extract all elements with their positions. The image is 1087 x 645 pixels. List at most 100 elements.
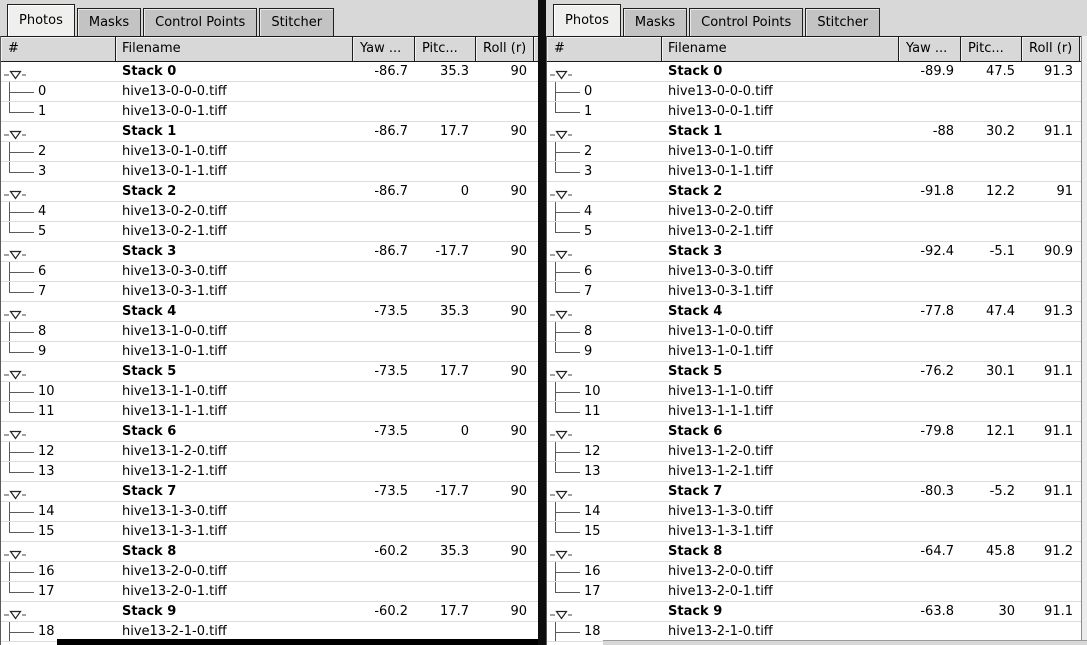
expander-icon[interactable] xyxy=(550,607,572,621)
tab-control-points[interactable]: Control Points xyxy=(143,8,258,36)
table-row[interactable]: 14 hive13-1-3-0.tiff xyxy=(547,502,1087,522)
table-row[interactable]: Stack 9 -60.2 17.7 90 xyxy=(1,602,538,622)
column-header-1[interactable]: Filename xyxy=(116,37,353,61)
table-row[interactable]: 16 hive13-2-0-0.tiff xyxy=(547,562,1087,582)
expander-icon[interactable] xyxy=(4,547,26,561)
table-row[interactable]: 15 hive13-1-3-1.tiff xyxy=(1,522,538,542)
table-row[interactable]: 17 hive13-2-0-1.tiff xyxy=(547,582,1087,602)
table-row[interactable]: 0 hive13-0-0-0.tiff xyxy=(1,82,538,102)
expander-icon[interactable] xyxy=(550,487,572,501)
roll-value xyxy=(1022,202,1080,221)
expander-icon[interactable] xyxy=(4,127,26,141)
table-row[interactable]: 7 hive13-0-3-1.tiff xyxy=(547,282,1087,302)
table-row[interactable]: Stack 5 -73.5 17.7 90 xyxy=(1,362,538,382)
table-row[interactable]: Stack 0 -86.7 35.3 90 xyxy=(1,62,538,82)
column-header-0[interactable]: # xyxy=(547,37,662,61)
expander-icon[interactable] xyxy=(4,607,26,621)
table-row[interactable]: 2 hive13-0-1-0.tiff xyxy=(1,142,538,162)
table-row[interactable]: Stack 2 -91.8 12.2 91 xyxy=(547,182,1087,202)
table-row[interactable]: Stack 1 -88 30.2 91.1 xyxy=(547,122,1087,142)
table-row[interactable]: Stack 4 -73.5 35.3 90 xyxy=(1,302,538,322)
table-row[interactable]: 4 hive13-0-2-0.tiff xyxy=(547,202,1087,222)
tab-photos[interactable]: Photos xyxy=(7,4,75,36)
table-row[interactable]: 11 hive13-1-1-1.tiff xyxy=(547,402,1087,422)
expander-icon[interactable] xyxy=(550,187,572,201)
table-row[interactable]: Stack 4 -77.8 47.4 91.3 xyxy=(547,302,1087,322)
expander-icon[interactable] xyxy=(4,187,26,201)
table-row[interactable]: Stack 6 -73.5 0 90 xyxy=(1,422,538,442)
expander-icon[interactable] xyxy=(4,487,26,501)
table-row[interactable]: 14 hive13-1-3-0.tiff xyxy=(1,502,538,522)
panel-divider[interactable] xyxy=(538,0,546,645)
expander-icon[interactable] xyxy=(4,247,26,261)
tab-control-points[interactable]: Control Points xyxy=(689,8,804,36)
table-row[interactable]: 10 hive13-1-1-0.tiff xyxy=(1,382,538,402)
table-row[interactable]: 4 hive13-0-2-0.tiff xyxy=(1,202,538,222)
table-row[interactable]: 1 hive13-0-0-1.tiff xyxy=(547,102,1087,122)
table-row[interactable]: Stack 7 -73.5 -17.7 90 xyxy=(1,482,538,502)
expander-icon[interactable] xyxy=(4,427,26,441)
table-row[interactable]: 18 hive13-2-1-0.tiff xyxy=(547,622,1087,642)
table-row[interactable]: 17 hive13-2-0-1.tiff xyxy=(1,582,538,602)
table-row[interactable]: 16 hive13-2-0-0.tiff xyxy=(1,562,538,582)
table-row[interactable]: Stack 6 -79.8 12.1 91.1 xyxy=(547,422,1087,442)
table-row[interactable]: 8 hive13-1-0-0.tiff xyxy=(547,322,1087,342)
tab-stitcher[interactable]: Stitcher xyxy=(259,8,335,36)
column-header-2[interactable]: Yaw ... xyxy=(899,37,961,61)
tab-masks[interactable]: Masks xyxy=(76,8,142,36)
table-row[interactable]: 8 hive13-1-0-0.tiff xyxy=(1,322,538,342)
pitch-value xyxy=(961,262,1022,281)
expander-icon[interactable] xyxy=(4,67,26,81)
vertical-scrollbar[interactable] xyxy=(1081,36,1087,645)
table-row[interactable]: 3 hive13-0-1-1.tiff xyxy=(1,162,538,182)
table-row[interactable]: 5 hive13-0-2-1.tiff xyxy=(1,222,538,242)
table-row[interactable]: 9 hive13-1-0-1.tiff xyxy=(547,342,1087,362)
table-row[interactable]: 6 hive13-0-3-0.tiff xyxy=(1,262,538,282)
table-row[interactable]: 13 hive13-1-2-1.tiff xyxy=(1,462,538,482)
table-row[interactable]: 2 hive13-0-1-0.tiff xyxy=(547,142,1087,162)
expander-icon[interactable] xyxy=(550,127,572,141)
tab-masks[interactable]: Masks xyxy=(622,8,688,36)
table-row[interactable]: 7 hive13-0-3-1.tiff xyxy=(1,282,538,302)
table-row[interactable]: Stack 3 -86.7 -17.7 90 xyxy=(1,242,538,262)
table-row[interactable]: Stack 3 -92.4 -5.1 90.9 xyxy=(547,242,1087,262)
table-row[interactable]: 6 hive13-0-3-0.tiff xyxy=(547,262,1087,282)
table-row[interactable]: 12 hive13-1-2-0.tiff xyxy=(547,442,1087,462)
table-row[interactable]: Stack 2 -86.7 0 90 xyxy=(1,182,538,202)
column-header-1[interactable]: Filename xyxy=(662,37,899,61)
expander-icon[interactable] xyxy=(4,307,26,321)
expander-icon[interactable] xyxy=(550,427,572,441)
expander-icon[interactable] xyxy=(4,367,26,381)
expander-icon[interactable] xyxy=(550,307,572,321)
column-header-3[interactable]: Pitc... xyxy=(415,37,476,61)
table-row[interactable]: 11 hive13-1-1-1.tiff xyxy=(1,402,538,422)
table-row[interactable]: 3 hive13-0-1-1.tiff xyxy=(547,162,1087,182)
table-row[interactable]: 10 hive13-1-1-0.tiff xyxy=(547,382,1087,402)
expander-icon[interactable] xyxy=(550,247,572,261)
column-header-4[interactable]: Roll (r) xyxy=(1022,37,1080,61)
table-row[interactable]: Stack 9 -63.8 30 91.1 xyxy=(547,602,1087,622)
table-row[interactable]: Stack 8 -64.7 45.8 91.2 xyxy=(547,542,1087,562)
table-row[interactable]: 1 hive13-0-0-1.tiff xyxy=(1,102,538,122)
table-row[interactable]: Stack 1 -86.7 17.7 90 xyxy=(1,122,538,142)
tab-stitcher[interactable]: Stitcher xyxy=(805,8,881,36)
pitch-value xyxy=(415,262,476,281)
table-row[interactable]: 5 hive13-0-2-1.tiff xyxy=(547,222,1087,242)
table-row[interactable]: 13 hive13-1-2-1.tiff xyxy=(547,462,1087,482)
table-row[interactable]: Stack 0 -89.9 47.5 91.3 xyxy=(547,62,1087,82)
table-row[interactable]: 9 hive13-1-0-1.tiff xyxy=(1,342,538,362)
expander-icon[interactable] xyxy=(550,367,572,381)
tab-photos[interactable]: Photos xyxy=(553,4,621,36)
table-row[interactable]: Stack 7 -80.3 -5.2 91.1 xyxy=(547,482,1087,502)
table-row[interactable]: Stack 5 -76.2 30.1 91.1 xyxy=(547,362,1087,382)
expander-icon[interactable] xyxy=(550,547,572,561)
table-row[interactable]: 15 hive13-1-3-1.tiff xyxy=(547,522,1087,542)
expander-icon[interactable] xyxy=(550,67,572,81)
column-header-3[interactable]: Pitc... xyxy=(961,37,1022,61)
table-row[interactable]: 0 hive13-0-0-0.tiff xyxy=(547,82,1087,102)
column-header-2[interactable]: Yaw ... xyxy=(353,37,415,61)
table-row[interactable]: 12 hive13-1-2-0.tiff xyxy=(1,442,538,462)
column-header-0[interactable]: # xyxy=(1,37,116,61)
table-row[interactable]: Stack 8 -60.2 35.3 90 xyxy=(1,542,538,562)
column-header-4[interactable]: Roll (r) xyxy=(476,37,534,61)
